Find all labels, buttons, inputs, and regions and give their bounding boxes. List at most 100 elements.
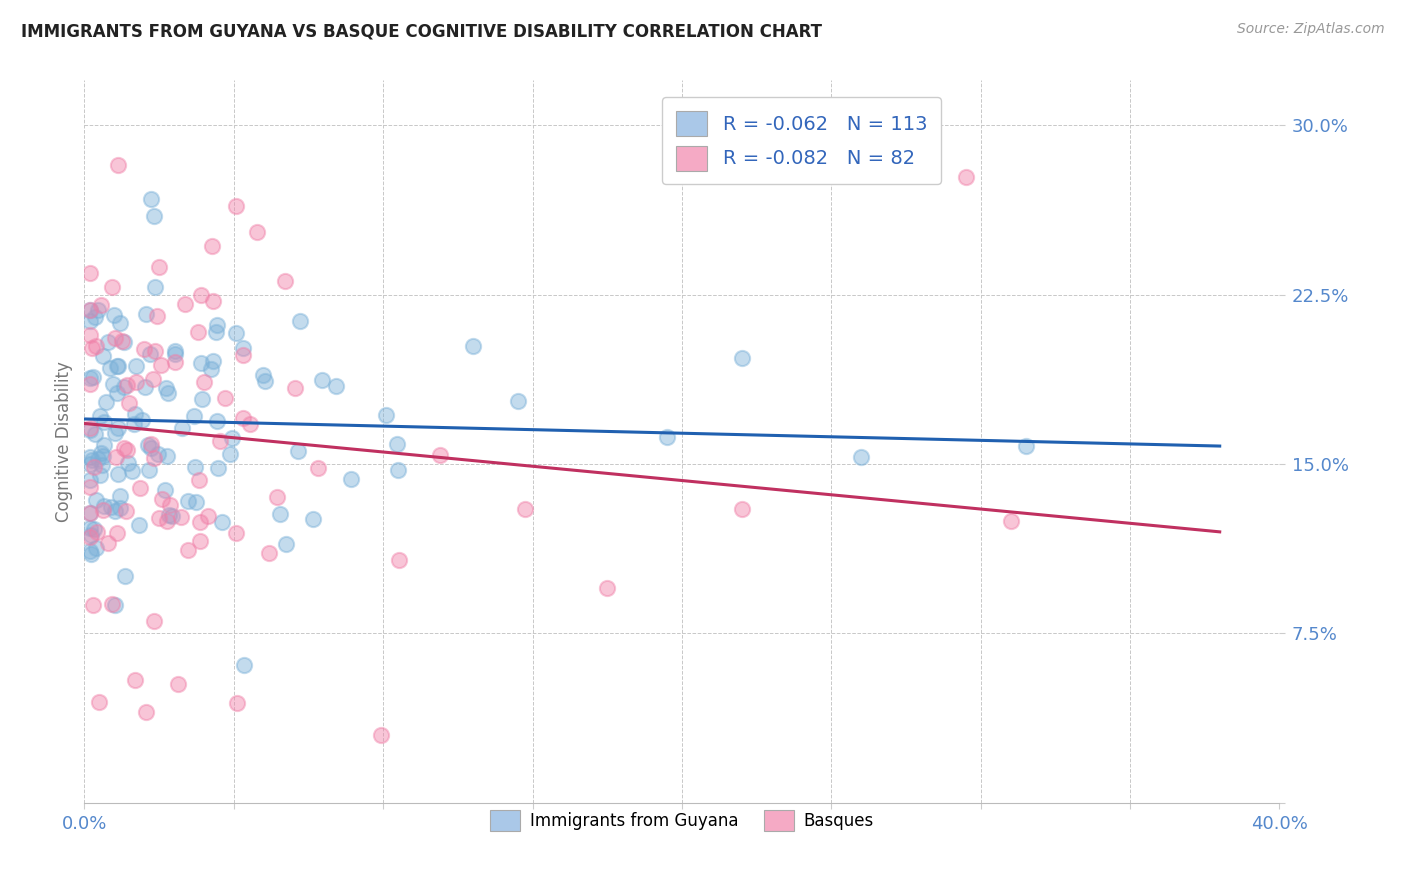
Point (117, 456, 139, 470)
Point (225, 525, 247, 540)
Point (387, 436, 409, 450)
Point (200, 362, 222, 376)
Point (131, 413, 153, 427)
Point (79, 450, 101, 464)
Point (1000, 514, 1022, 528)
Point (87, 303, 110, 318)
Point (233, 658, 256, 673)
Point (139, 441, 162, 455)
Point (111, 334, 134, 348)
Point (201, 353, 224, 368)
Point (325, 379, 347, 393)
Point (150, 491, 173, 506)
Point (110, 489, 132, 503)
Point (84, 541, 107, 556)
Point (103, 308, 125, 322)
Point (155, 381, 177, 395)
Point (143, 614, 166, 628)
Point (93, 499, 115, 513)
Point (226, 697, 249, 711)
Point (153, 483, 176, 498)
Point (98, 360, 121, 375)
Point (112, 334, 135, 349)
Point (231, 341, 253, 355)
Point (139, 192, 162, 206)
Point (87, 451, 110, 466)
Point (79, 506, 101, 520)
Point (429, 448, 451, 462)
Point (100, 500, 122, 514)
Point (135, 705, 157, 719)
Point (108, 316, 131, 330)
Point (461, 339, 484, 353)
Point (87, 695, 110, 709)
Point (166, 677, 188, 691)
Point (190, 288, 212, 302)
Point (214, 391, 236, 405)
Point (112, 380, 135, 394)
Point (79, 420, 101, 434)
Point (197, 508, 219, 523)
Point (340, 471, 363, 485)
Point (79, 328, 101, 343)
Point (146, 309, 169, 323)
Point (114, 568, 136, 582)
Point (183, 459, 205, 474)
Point (159, 499, 181, 513)
Point (148, 447, 170, 461)
Point (124, 407, 146, 421)
Point (90, 446, 112, 460)
Point (1014, 439, 1036, 453)
Point (139, 436, 162, 450)
Point (252, 368, 274, 383)
Point (79, 457, 101, 471)
Point (105, 526, 128, 541)
Point (221, 431, 243, 445)
Point (101, 376, 124, 391)
Point (506, 393, 529, 408)
Point (188, 515, 211, 529)
Point (288, 313, 311, 327)
Point (136, 438, 159, 452)
Point (79, 529, 101, 543)
Point (375, 408, 398, 422)
Point (79, 302, 101, 317)
Point (84, 310, 107, 324)
Point (287, 443, 309, 458)
Point (274, 274, 297, 288)
Point (596, 582, 619, 596)
Point (851, 450, 873, 465)
Point (84, 492, 107, 507)
Point (205, 318, 228, 332)
Point (139, 347, 162, 361)
Point (731, 351, 754, 365)
Point (187, 473, 209, 487)
Point (107, 421, 129, 435)
Point (163, 355, 186, 369)
Point (80, 528, 103, 542)
Point (515, 502, 537, 516)
Point (107, 359, 129, 373)
Point (115, 377, 138, 392)
Y-axis label: Cognitive Disability: Cognitive Disability (55, 361, 73, 522)
Point (93, 416, 115, 430)
Point (142, 372, 165, 386)
Point (142, 451, 165, 466)
Point (91, 449, 114, 463)
Point (193, 375, 215, 389)
Point (157, 386, 180, 401)
Point (79, 303, 101, 318)
Point (79, 376, 101, 391)
Point (134, 380, 156, 394)
Point (112, 441, 135, 455)
Point (246, 225, 269, 239)
Point (79, 473, 101, 487)
Legend: Immigrants from Guyana, Basques: Immigrants from Guyana, Basques (484, 803, 880, 838)
Point (148, 260, 170, 275)
Point (105, 385, 128, 400)
Point (80, 453, 103, 467)
Point (225, 198, 247, 212)
Point (86, 525, 108, 540)
Point (370, 728, 392, 742)
Point (79, 520, 101, 534)
